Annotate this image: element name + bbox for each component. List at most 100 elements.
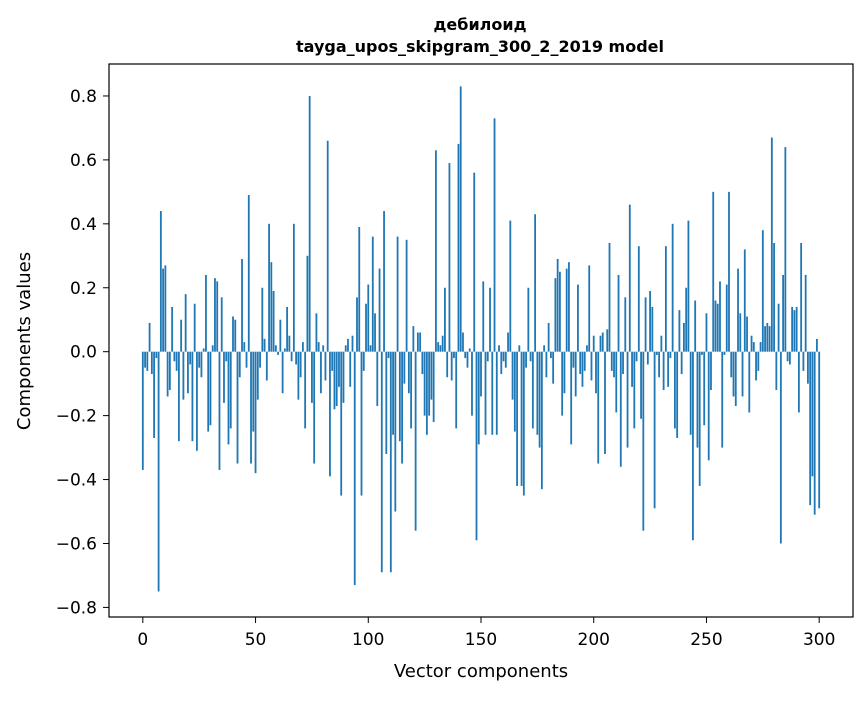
bar-28 (205, 274, 207, 352)
bar-131 (437, 342, 440, 352)
bar-253 (712, 191, 715, 352)
bar-292 (800, 243, 803, 352)
bar-46 (245, 351, 248, 368)
bar-81 (324, 351, 327, 381)
bar-181 (549, 351, 552, 359)
bar-297 (811, 351, 814, 477)
bar-98 (362, 351, 365, 371)
bar-16 (177, 351, 180, 442)
bar-293 (802, 351, 805, 371)
bar-114 (398, 351, 401, 442)
bar-73 (306, 255, 309, 352)
bar-107 (383, 211, 385, 352)
bar-10 (164, 265, 167, 352)
bar-177 (540, 351, 543, 490)
bar-232 (664, 246, 667, 352)
bar-208 (610, 351, 613, 371)
bar-99 (365, 303, 367, 352)
bar-159 (500, 351, 503, 375)
bar-95 (356, 297, 358, 352)
bar-100 (367, 284, 370, 352)
bar-215 (626, 351, 629, 448)
bar-300 (818, 351, 821, 509)
bar-92 (349, 351, 352, 387)
bar-274 (759, 342, 762, 352)
bar-153 (486, 351, 489, 362)
bar-104 (376, 351, 379, 407)
x-tick-label: 250 (690, 630, 722, 650)
bar-146 (471, 351, 473, 416)
bar-191 (572, 351, 575, 368)
bar-56 (268, 223, 270, 352)
bar-220 (637, 246, 640, 352)
bar-262 (732, 351, 735, 397)
bar-90 (344, 345, 347, 352)
bar-12 (168, 351, 171, 391)
bar-163 (509, 220, 512, 352)
bar-277 (766, 322, 769, 352)
bar-285 (784, 147, 787, 352)
bar-102 (371, 236, 374, 352)
bar-97 (360, 351, 363, 496)
bar-214 (624, 297, 627, 352)
bar-108 (385, 351, 388, 454)
bar-52 (259, 351, 261, 368)
bar-5 (153, 351, 155, 438)
bar-299 (816, 338, 818, 352)
bar-63 (283, 348, 286, 352)
bar-230 (660, 335, 663, 352)
bar-189 (568, 262, 570, 352)
bar-216 (628, 204, 631, 352)
bar-152 (484, 351, 487, 435)
bar-249 (703, 351, 706, 426)
bar-255 (716, 303, 719, 352)
bar-251 (707, 351, 710, 461)
bar-39 (229, 351, 232, 429)
bar-103 (374, 313, 376, 352)
bar-234 (669, 351, 672, 359)
bar-19 (184, 294, 187, 352)
bar-239 (680, 351, 683, 375)
bar-194 (579, 351, 582, 375)
bar-82 (326, 140, 329, 352)
bar-219 (635, 351, 638, 362)
bar-193 (577, 284, 579, 352)
bar-188 (565, 268, 568, 352)
bar-150 (480, 351, 482, 397)
bar-24 (196, 351, 198, 451)
bar-22 (191, 351, 194, 442)
bar-119 (410, 351, 413, 429)
bar-271 (752, 342, 755, 352)
bar-35 (220, 297, 223, 352)
bar-222 (642, 351, 645, 531)
bar-266 (741, 351, 744, 397)
bar-278 (768, 326, 771, 352)
y-tick-label: −0.2 (56, 407, 97, 427)
bar-281 (775, 351, 778, 391)
bar-118 (407, 351, 410, 394)
y-tick-label: 0.6 (70, 151, 97, 171)
bar-233 (667, 351, 670, 387)
bar-260 (728, 191, 730, 352)
bar-286 (786, 351, 789, 362)
bar-93 (351, 335, 354, 352)
bar-195 (581, 351, 584, 387)
plot-frame (108, 63, 854, 618)
bar-207 (608, 243, 611, 352)
bar-224 (646, 351, 649, 365)
bar-186 (561, 351, 564, 416)
bar-172 (529, 351, 532, 362)
x-axis-ticks: 0 50 100 150 200 250 300 (137, 617, 835, 650)
bar-242 (687, 220, 690, 352)
bar-68 (295, 351, 298, 365)
bar-296 (809, 351, 812, 506)
bar-144 (466, 351, 469, 368)
y-tick-label: −0.8 (56, 598, 97, 618)
x-tick-label: 300 (803, 630, 835, 650)
bar-173 (531, 351, 534, 429)
bar-series (141, 86, 821, 592)
bar-145 (468, 348, 471, 352)
bar-30 (209, 351, 212, 426)
